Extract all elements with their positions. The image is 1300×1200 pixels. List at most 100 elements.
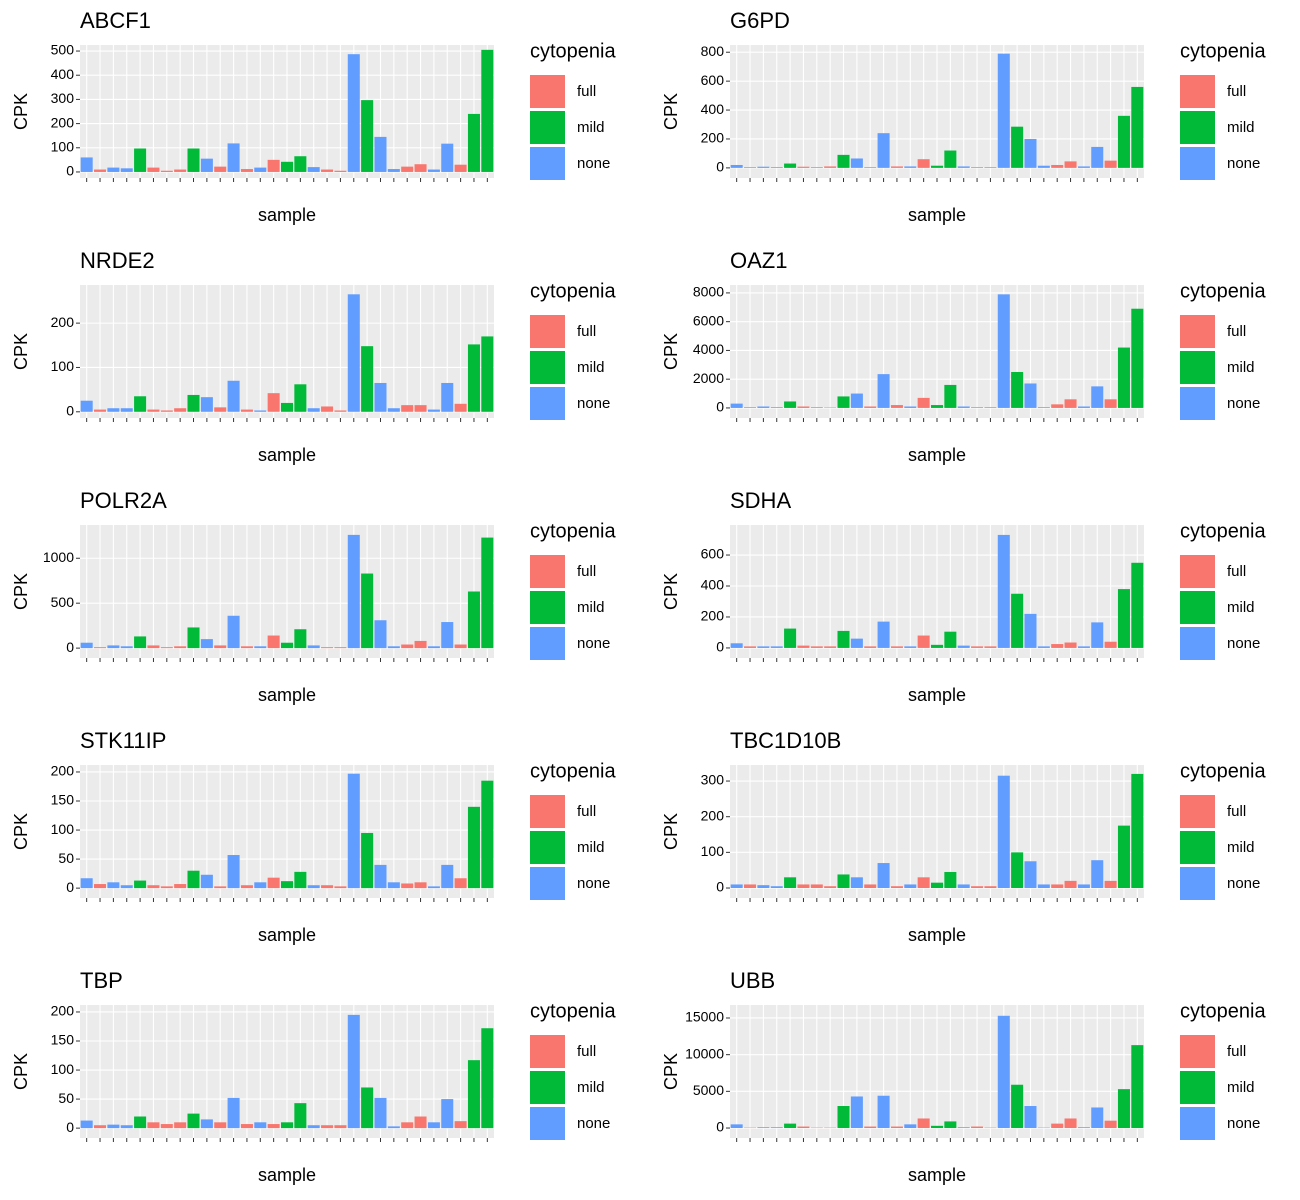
legend-title: cytopenia	[530, 520, 616, 542]
bar	[917, 1118, 930, 1129]
bar	[864, 1126, 877, 1129]
bar	[254, 167, 267, 172]
bar	[944, 384, 957, 408]
chart-title: TBP	[80, 968, 123, 993]
y-tick-label: 100	[701, 843, 725, 859]
bar	[334, 1125, 347, 1129]
bar	[837, 630, 850, 648]
bar	[414, 882, 427, 889]
bar	[174, 1122, 187, 1129]
bar	[997, 294, 1010, 408]
bar	[454, 1121, 467, 1129]
legend-key	[530, 1071, 565, 1104]
bar	[944, 871, 957, 889]
bar	[147, 167, 160, 172]
bar	[467, 344, 480, 412]
bar	[797, 645, 810, 648]
bar	[387, 882, 400, 889]
bar	[730, 403, 743, 408]
bar	[481, 1028, 494, 1129]
bar	[427, 1122, 440, 1129]
bar	[227, 1097, 240, 1129]
y-tick-label: 2000	[693, 370, 724, 386]
bar	[401, 883, 414, 889]
bar	[997, 534, 1010, 648]
bar	[147, 885, 160, 889]
bar	[361, 100, 374, 172]
bar	[294, 156, 307, 172]
bar	[94, 169, 107, 172]
legend-key	[530, 315, 565, 348]
bar	[120, 1125, 133, 1129]
bar	[294, 871, 307, 889]
bar	[824, 646, 837, 648]
bar	[890, 646, 903, 648]
bar	[374, 864, 387, 889]
bar	[441, 143, 454, 172]
bar	[1064, 642, 1077, 648]
y-tick-label: 0	[716, 639, 724, 655]
bar	[147, 645, 160, 649]
y-axis-title: CPK	[661, 333, 681, 370]
bar	[134, 636, 147, 649]
bar	[1024, 138, 1037, 168]
legend-key	[1180, 1071, 1215, 1104]
bar	[361, 1087, 374, 1129]
bar	[147, 1122, 160, 1129]
bar	[120, 646, 133, 649]
bar	[294, 384, 307, 412]
bar	[797, 406, 810, 408]
y-tick-label: 300	[701, 772, 725, 788]
y-tick-label: 5000	[693, 1082, 724, 1098]
bar	[917, 159, 930, 168]
y-tick-label: 500	[51, 42, 75, 58]
bar	[280, 642, 294, 649]
legend-label: mild	[1227, 599, 1255, 616]
bar	[347, 294, 360, 412]
bar	[930, 1125, 944, 1129]
legend-key	[1180, 387, 1215, 420]
bar	[481, 336, 494, 412]
legend-key	[1180, 795, 1215, 828]
y-tick-label: 0	[66, 163, 74, 179]
bar	[770, 407, 783, 408]
bar	[930, 644, 944, 648]
bar	[174, 646, 187, 649]
x-axis-title: sample	[258, 685, 316, 705]
x-axis-title: sample	[258, 445, 316, 465]
y-tick-label: 200	[51, 314, 75, 330]
bar	[757, 885, 770, 889]
bar	[850, 393, 863, 408]
bar	[997, 53, 1010, 168]
legend-label: mild	[577, 839, 605, 856]
bar	[930, 882, 944, 889]
bar	[321, 169, 334, 172]
bar	[1051, 1123, 1064, 1129]
bar	[374, 382, 387, 412]
bar	[454, 878, 467, 889]
bar	[414, 640, 427, 649]
bar	[1131, 562, 1144, 648]
bar	[864, 646, 877, 648]
legend-label: full	[1227, 563, 1246, 580]
legend-label: full	[1227, 83, 1246, 100]
chart-title: UBB	[730, 968, 775, 993]
y-axis-title: CPK	[661, 93, 681, 130]
bar	[1131, 773, 1144, 889]
bar	[467, 1060, 480, 1129]
bar	[784, 1123, 797, 1129]
bar	[1064, 880, 1077, 889]
bar	[850, 638, 863, 648]
bar	[467, 806, 480, 889]
bar	[1051, 164, 1064, 168]
bar	[481, 49, 494, 172]
bar	[321, 406, 334, 412]
y-axis-title: CPK	[661, 813, 681, 850]
bar	[957, 645, 970, 648]
bar	[347, 773, 360, 889]
bar	[1091, 386, 1104, 408]
bar	[1091, 146, 1104, 168]
bar	[441, 1099, 454, 1129]
bar	[890, 1126, 903, 1129]
legend-key	[530, 867, 565, 900]
